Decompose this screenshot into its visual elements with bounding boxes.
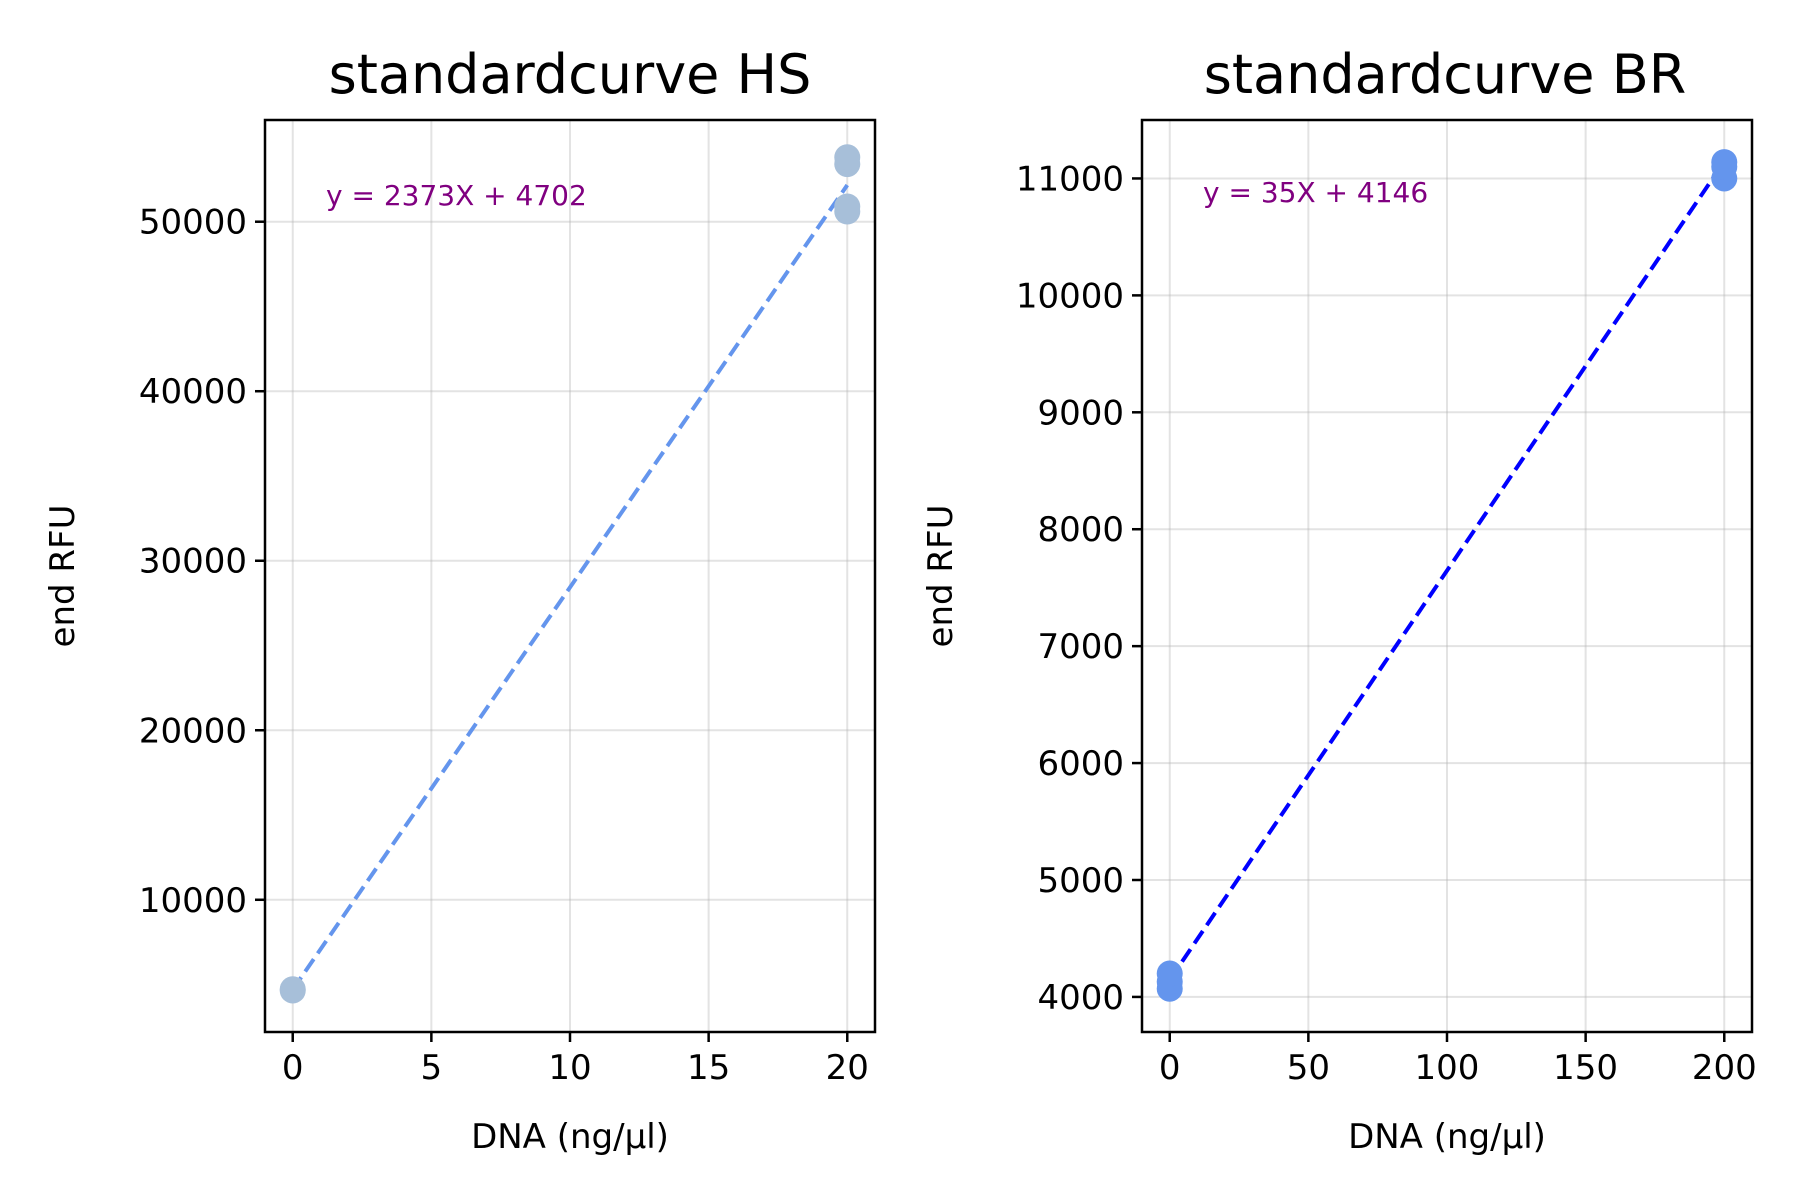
fit-line [1168,160,1726,981]
x-tick-label: 5 [421,1048,443,1088]
chart-title: standardcurve BR [1204,43,1687,106]
y-axis-ticks: 4000 5000 6000 7000 8000 9000 10000 11000 [1016,159,1142,1018]
data-point [1711,149,1738,176]
y-tick-label: 7000 [1037,627,1124,667]
y-tick-label: 11000 [1016,159,1124,199]
grid [1142,120,1752,1032]
x-axis-ticks: 0 50 100 150 200 [1159,1032,1757,1088]
x-axis-label: DNA (ng/µl) [471,1117,669,1157]
chart-title: standardcurve HS [329,43,812,106]
chart-panel-br: standardcurve BR y = 35X + 4146 0 50 100 15… [921,43,1757,1157]
y-tick-label: 4000 [1037,978,1124,1018]
y-tick-label: 10000 [1016,276,1124,316]
fit-equation-annotation: y = 35X + 4146 [1203,176,1428,209]
y-axis-label: end RFU [43,505,83,648]
x-tick-label: 150 [1553,1048,1618,1088]
y-axis-ticks: 10000 20000 30000 40000 50000 [139,203,265,921]
y-tick-label: 50000 [139,203,247,243]
fit-line [291,183,849,991]
y-tick-label: 9000 [1037,393,1124,433]
data-point [1156,960,1183,987]
y-tick-label: 30000 [139,542,247,582]
regression-line [1168,160,1726,981]
data-points [1156,149,1738,1002]
grid [265,120,875,1032]
x-tick-label: 20 [826,1048,869,1088]
y-tick-label: 6000 [1037,744,1124,784]
y-tick-label: 40000 [139,372,247,412]
x-axis-label: DNA (ng/µl) [1348,1117,1546,1157]
regression-line [291,183,849,991]
fit-equation-annotation: y = 2373X + 4702 [326,179,587,212]
chart-panel-hs: standardcurve HS y = 2373X + 4702 0 5 10 15… [43,43,877,1157]
y-axis-label: end RFU [921,505,961,648]
data-points [279,144,861,1004]
x-tick-label: 50 [1287,1048,1330,1088]
data-point [279,976,306,1003]
x-axis-ticks: 0 5 10 15 20 [282,1032,869,1088]
x-tick-label: 200 [1692,1048,1757,1088]
x-tick-label: 10 [548,1048,591,1088]
x-tick-label: 0 [282,1048,304,1088]
x-tick-label: 0 [1159,1048,1181,1088]
y-tick-label: 8000 [1037,510,1124,550]
y-tick-label: 20000 [139,711,247,751]
data-point [834,193,861,220]
x-tick-label: 15 [687,1048,730,1088]
x-tick-label: 100 [1415,1048,1480,1088]
y-tick-label: 10000 [139,881,247,921]
data-point [834,144,861,171]
y-tick-label: 5000 [1037,861,1124,901]
